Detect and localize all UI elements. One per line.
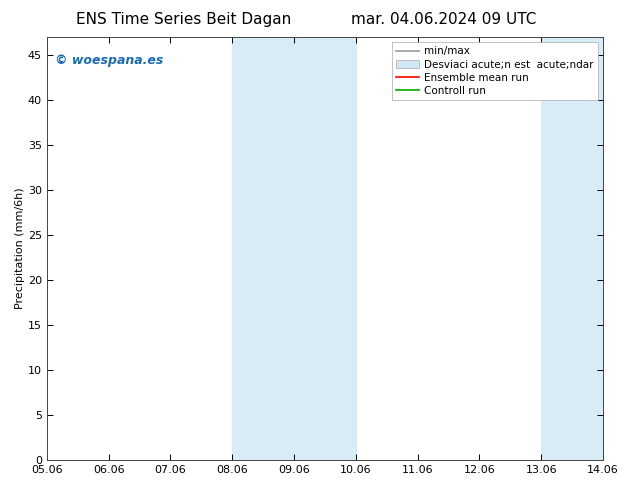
- Legend: min/max, Desviaci acute;n est  acute;ndar, Ensemble mean run, Controll run: min/max, Desviaci acute;n est acute;ndar…: [392, 42, 598, 100]
- Text: mar. 04.06.2024 09 UTC: mar. 04.06.2024 09 UTC: [351, 12, 536, 27]
- Bar: [232, 37, 356, 460]
- Y-axis label: Precipitation (mm/6h): Precipitation (mm/6h): [15, 188, 25, 309]
- Text: ENS Time Series Beit Dagan: ENS Time Series Beit Dagan: [76, 12, 292, 27]
- Bar: [541, 37, 603, 460]
- Text: © woespana.es: © woespana.es: [55, 54, 164, 67]
